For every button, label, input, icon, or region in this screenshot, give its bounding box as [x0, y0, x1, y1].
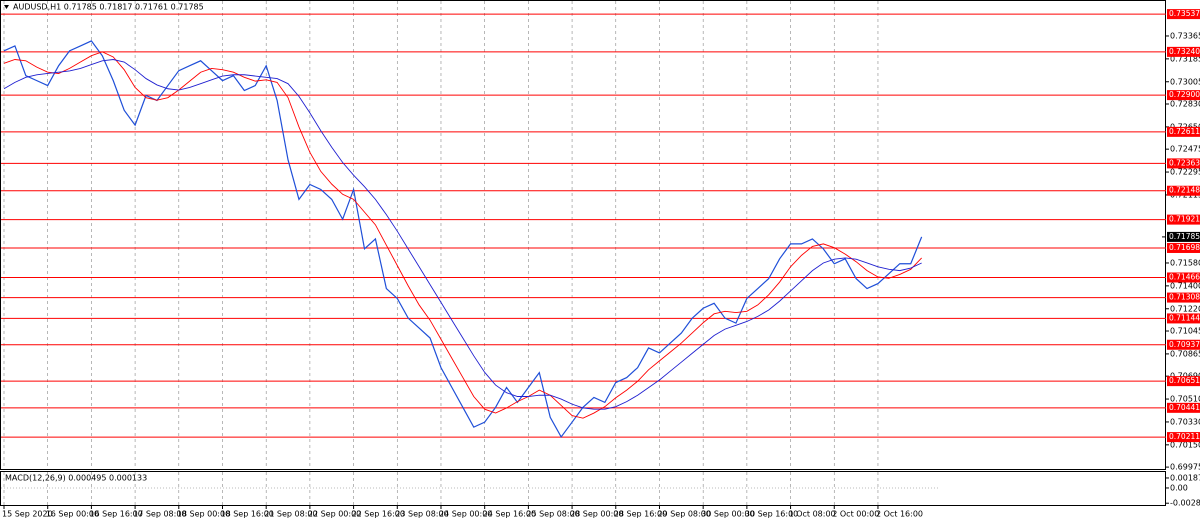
- y-tick-label: 0.71220: [1170, 304, 1200, 313]
- x-tick-label: 18 Sep 00:00: [177, 510, 230, 519]
- current-price-box: [1167, 231, 1200, 242]
- level-label: 0.73240: [1169, 47, 1200, 56]
- chart-title: AUDUSD,H1 0.71785 0.71817 0.71761 0.7178…: [13, 3, 204, 12]
- x-tick-label: 17 Sep 08:00: [133, 510, 186, 519]
- macd-title: MACD(12,26,9) 0.000495 0.000133: [5, 474, 147, 483]
- x-tick-label: 15 Sep 2020: [2, 510, 53, 519]
- y-tick-label: 0.72295: [1170, 168, 1200, 177]
- x-tick-label: 30 Sep 16:00: [745, 510, 798, 519]
- level-label: 0.73537: [1169, 9, 1200, 18]
- y-tick-label: 0.71400: [1170, 281, 1200, 290]
- x-tick-label: 2 Oct 16:00: [876, 510, 923, 519]
- y-tick-label: 0.69975: [1170, 463, 1200, 472]
- level-label: 0.71466: [1169, 272, 1200, 281]
- y-tick-label: 0.71580: [1170, 258, 1200, 267]
- x-tick-label: 1 Oct 08:00: [789, 510, 836, 519]
- level-label: 0.70211: [1169, 432, 1200, 441]
- x-tick-label: 30 Sep 00:00: [701, 510, 754, 519]
- x-tick-label: 28 Sep 16:00: [614, 510, 667, 519]
- level-label-box: [1167, 432, 1200, 443]
- y-tick-label: 0.73185: [1170, 54, 1200, 63]
- y-tick-label: 0.73005: [1170, 77, 1200, 86]
- y-tick-label: 0.72475: [1170, 145, 1200, 154]
- level-label: 0.72900: [1169, 90, 1200, 99]
- x-tick-label: 28 Sep 00:00: [570, 510, 623, 519]
- x-tick-label: 21 Sep 08:00: [264, 510, 317, 519]
- level-label-box: [1167, 272, 1200, 283]
- x-tick-label: 25 Sep 08:00: [526, 510, 579, 519]
- menu-arrow: [4, 5, 9, 9]
- x-tick-label: 23 Sep 08:00: [395, 510, 448, 519]
- y-tick-label: 0.72830: [1170, 100, 1200, 109]
- y-tick-label: 0.00: [1170, 483, 1188, 492]
- level-label-box: [1167, 313, 1200, 324]
- y-tick-label: 0.71045: [1170, 327, 1200, 336]
- level-label-box: [1167, 376, 1200, 387]
- y-tick-label: 0.70865: [1170, 349, 1200, 358]
- level-label-box: [1167, 9, 1200, 20]
- x-tick-label: 2 Oct 00:00: [832, 510, 879, 519]
- level-label: 0.71308: [1169, 293, 1200, 302]
- level-label: 0.71698: [1169, 243, 1200, 252]
- x-tick-label: 22 Sep 00:00: [308, 510, 361, 519]
- level-label-box: [1167, 214, 1200, 225]
- level-label: 0.72148: [1169, 186, 1200, 195]
- main-window: [0, 0, 1166, 470]
- current-price-label: 0.71785: [1169, 232, 1200, 241]
- level-label: 0.71921: [1169, 215, 1200, 224]
- x-tick-label: 24 Sep 00:00: [439, 510, 492, 519]
- level-label-box: [1167, 402, 1200, 413]
- x-tick-label: 22 Sep 16:00: [352, 510, 405, 519]
- y-tick-label: 0.73365: [1170, 31, 1200, 40]
- level-label-box: [1167, 46, 1200, 57]
- level-label-box: [1167, 292, 1200, 303]
- level-label: 0.70441: [1169, 403, 1200, 412]
- level-label: 0.72611: [1169, 127, 1200, 136]
- y-tick-label: 0.001878: [1170, 473, 1200, 482]
- level-label: 0.72363: [1169, 158, 1200, 167]
- level-label-box: [1167, 126, 1200, 137]
- level-label: 0.70651: [1169, 376, 1200, 385]
- y-tick-label: 0.70510: [1170, 395, 1200, 404]
- y-tick-label: -0.002864: [1170, 499, 1200, 508]
- y-tick-label: 0.70150: [1170, 440, 1200, 449]
- x-tick-label: 29 Sep 08:00: [657, 510, 710, 519]
- level-label-box: [1167, 90, 1200, 101]
- x-tick-label: 24 Sep 16:00: [483, 510, 536, 519]
- macd-window: [0, 471, 1166, 506]
- level-label-box: [1167, 242, 1200, 253]
- level-label-box: [1167, 158, 1200, 169]
- y-tick-label: 0.70330: [1170, 417, 1200, 426]
- level-label: 0.71144: [1169, 313, 1200, 322]
- level-label: 0.70937: [1169, 340, 1200, 349]
- x-tick-label: 18 Sep 16:00: [220, 510, 273, 519]
- level-label-box: [1167, 185, 1200, 196]
- moving-average: [3, 59, 922, 410]
- moving-average: [3, 51, 922, 419]
- x-tick-label: 16 Sep 00:00: [46, 510, 99, 519]
- level-label-box: [1167, 339, 1200, 350]
- x-tick-label: 16 Sep 16:00: [89, 510, 142, 519]
